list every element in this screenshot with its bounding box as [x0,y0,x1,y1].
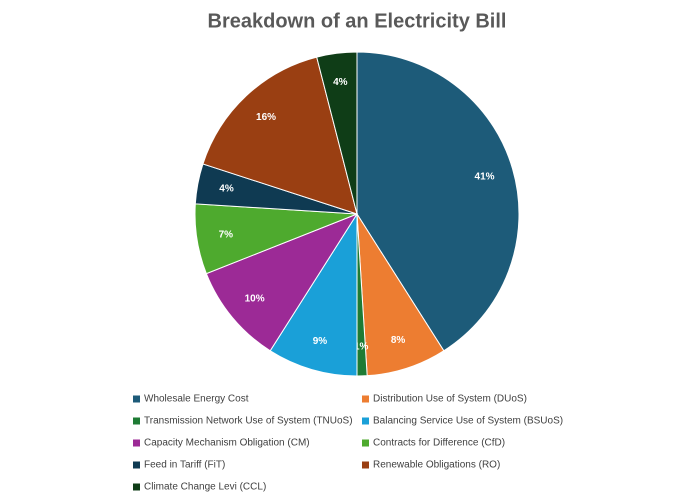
legend-label: Transmission Network Use of System (TNUo… [144,416,353,427]
pie-slice [205,212,359,352]
data-label: 1% [354,341,369,352]
legend-label: Balancing Service Use of System (BSUoS) [373,416,563,427]
legend-swatch [133,461,140,469]
legend-label: Feed in Tariff (FiT) [144,460,225,471]
pie-slice [269,212,358,377]
pie-slice [356,51,520,352]
legend-label: Wholesale Energy Cost [144,394,249,405]
data-label: 8% [391,335,406,346]
data-label: 4% [333,77,348,88]
data-label: 10% [245,293,265,304]
legend-swatch [133,483,140,491]
legend-label: Contracts for Difference (CfD) [373,438,505,449]
data-label: 4% [219,184,234,195]
legend-label: Distribution Use of System (DUoS) [373,394,527,405]
legend-swatch [133,417,140,425]
legend-swatch [362,395,369,403]
data-label: 9% [313,336,328,347]
legend-swatch [133,439,140,447]
data-label: 16% [256,112,276,123]
legend-swatch [362,439,369,447]
legend-label: Climate Change Levi (CCL) [144,482,266,493]
legend-label: Renewable Obligations (RO) [373,460,500,471]
pie-slice [202,56,358,215]
data-label: 7% [219,229,234,240]
legend-swatch [133,395,140,403]
legend-label: Capacity Mechanism Obligation (CM) [144,438,310,449]
data-label: 41% [475,172,495,183]
legend-swatch [362,417,369,425]
legend-swatch [362,461,369,469]
chart-title: Breakdown of an Electricity Bill [208,10,507,32]
pie-slice [316,51,358,215]
